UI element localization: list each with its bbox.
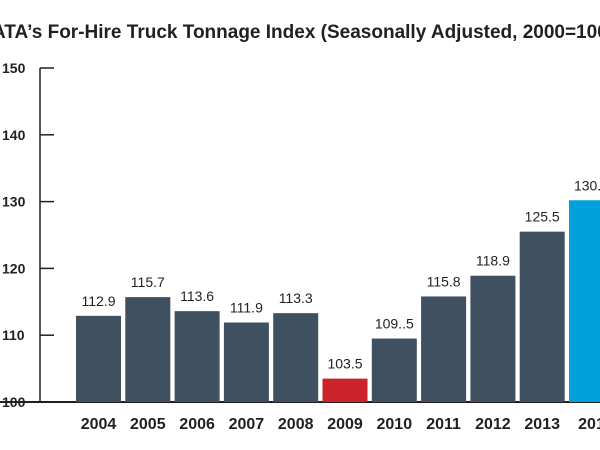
x-category-label: 201 <box>578 416 600 433</box>
y-tick-label: 140 <box>2 127 26 143</box>
y-tick-label: 150 <box>2 60 26 76</box>
bar-value-label: 118.9 <box>476 253 510 269</box>
bar-2006 <box>174 311 220 402</box>
bar-2004 <box>76 315 121 402</box>
bar-value-label: 113.3 <box>279 290 313 306</box>
y-tick-label: 110 <box>2 327 25 343</box>
chart-title: ATA’s For-Hire Truck Tonnage Index (Seas… <box>0 22 600 43</box>
bar-value-label: 111.9 <box>230 300 263 316</box>
bar-2011 <box>421 296 467 402</box>
x-axis-labels: 2004 2005 2006 2007 2008 2009 2010 2011 2012 2013… <box>81 416 600 433</box>
bar-value-label: 113.6 <box>180 288 214 304</box>
x-category-label: 2010 <box>377 416 413 433</box>
bar-value-label: 115.7 <box>131 274 165 290</box>
bar-201 <box>569 200 600 402</box>
bar-2012 <box>470 275 516 402</box>
bar-value-label: 125.5 <box>525 209 560 225</box>
x-category-label: 2008 <box>278 416 314 433</box>
y-tick-label: 120 <box>2 260 26 276</box>
x-category-label: 2013 <box>524 416 560 433</box>
bar-value-label: 103.5 <box>327 356 362 372</box>
bar-2013 <box>519 231 565 402</box>
bar-value-label: 130.2 <box>574 177 600 193</box>
bar-value-labels: 112.9 115.7 113.6 111.9 113.3 103.5 109..5 115.… <box>82 177 600 371</box>
x-category-label: 2009 <box>327 416 363 433</box>
x-category-label: 2011 <box>426 416 461 433</box>
bar-value-label: 112.9 <box>82 293 116 309</box>
bar-value-label: 115.8 <box>427 273 461 289</box>
x-category-label: 2007 <box>229 416 265 433</box>
x-category-label: 2006 <box>179 416 215 433</box>
bar-2007 <box>223 322 269 402</box>
bar-2009 <box>322 378 368 402</box>
y-tick-label: 130 <box>2 194 26 210</box>
bar-series <box>76 200 600 402</box>
x-category-label: 2005 <box>130 416 166 433</box>
bar-2005 <box>125 297 171 402</box>
bar-2010 <box>371 338 417 402</box>
x-category-label: 2012 <box>475 416 511 433</box>
bar-2008 <box>273 313 319 402</box>
x-category-label: 2004 <box>81 416 117 433</box>
bar-value-label: 109..5 <box>375 316 414 332</box>
